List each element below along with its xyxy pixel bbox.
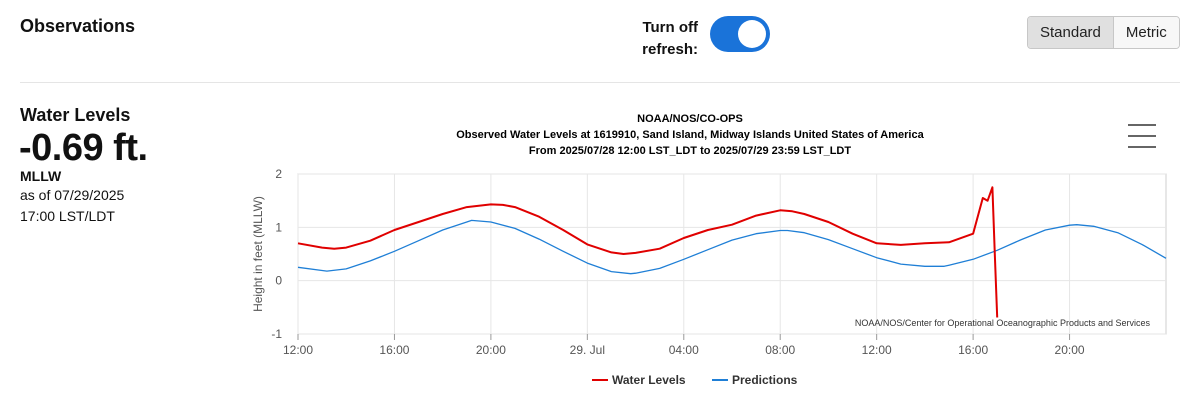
x-tick-label: 04:00 (669, 343, 699, 357)
x-tick-label: 16:00 (379, 343, 409, 357)
water-level-value: -0.69 ft. (19, 127, 148, 169)
water-levels-heading: Water Levels (20, 105, 131, 125)
x-tick-label: 20:00 (476, 343, 506, 357)
series-lines (297, 186, 1167, 318)
chart-title-line-2: Observed Water Levels at 1619910, Sand I… (456, 129, 924, 141)
toggle-knob (738, 20, 766, 48)
refresh-toggle[interactable] (710, 16, 770, 52)
divider (20, 82, 1180, 83)
datum-label: MLLW (20, 168, 62, 184)
legend-predictions[interactable]: Predictions (732, 373, 798, 387)
water-levels-line (297, 186, 999, 318)
y-tick-label: 0 (275, 274, 282, 288)
y-tick-label: -1 (271, 327, 282, 341)
x-tick-label: 29. Jul (570, 343, 605, 357)
metric-units-button[interactable]: Metric (1113, 17, 1179, 48)
y-axis-label: Height in feet (MLLW) (251, 196, 265, 312)
x-tick-label: 12:00 (283, 343, 313, 357)
x-tick-label: 20:00 (1055, 343, 1085, 357)
chart-credit: NOAA/NOS/Center for Operational Oceanogr… (855, 318, 1151, 328)
unit-selector: Standard Metric (1027, 16, 1180, 49)
y-tick-label: 1 (275, 220, 282, 234)
grid (297, 173, 1166, 335)
chart-title-line-1: NOAA/NOS/CO-OPS (637, 113, 743, 125)
x-axis-ticks: 12:00 16:00 20:00 29. Jul 04:00 08:00 12:00 16:… (283, 334, 1085, 357)
legend-water-levels[interactable]: Water Levels (612, 373, 686, 387)
standard-units-button[interactable]: Standard (1028, 17, 1114, 48)
hamburger-menu-icon[interactable] (1128, 124, 1156, 150)
chart-title-line-3: From 2025/07/28 12:00 LST_LDT to 2025/07… (529, 145, 851, 157)
y-axis-ticks: -1 0 1 2 (271, 167, 282, 341)
as-of-date: as of 07/29/2025 (20, 187, 125, 203)
refresh-label: Turn off refresh: (642, 19, 698, 58)
page-title: Observations (20, 16, 136, 36)
chart-legend: Water Levels Predictions (592, 373, 798, 387)
as-of-time: 17:00 LST/LDT (20, 208, 115, 224)
y-tick-label: 2 (275, 167, 282, 181)
x-tick-label: 16:00 (958, 343, 988, 357)
x-tick-label: 12:00 (862, 343, 892, 357)
x-tick-label: 08:00 (765, 343, 795, 357)
plot-frame (297, 173, 1167, 335)
predictions-line (297, 219, 1167, 275)
